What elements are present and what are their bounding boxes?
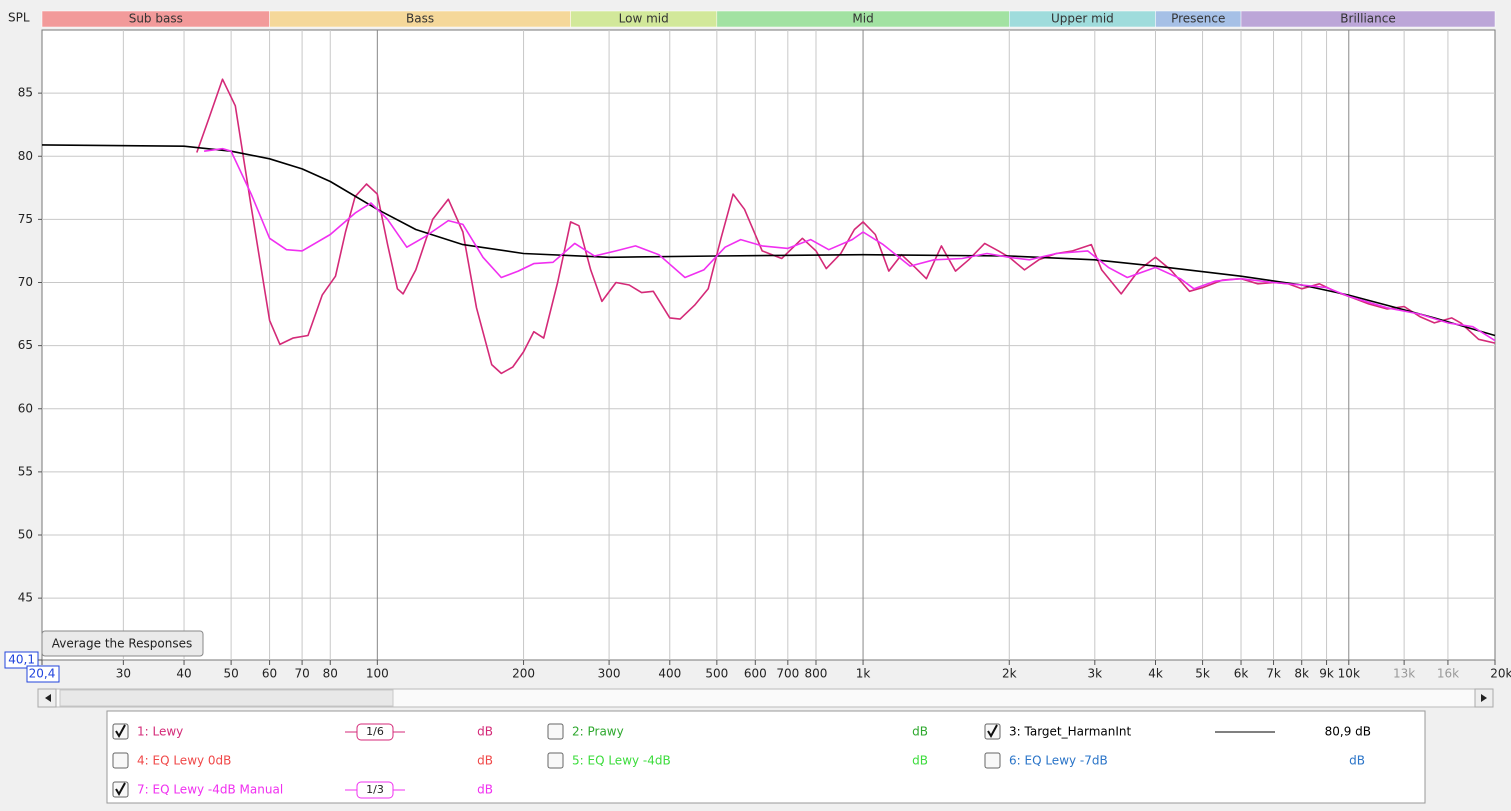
x-tick-label: 400 <box>658 667 681 681</box>
y-tick-label: 55 <box>18 464 33 478</box>
checkbox[interactable] <box>547 752 564 769</box>
y-axis-label: SPL <box>8 11 30 25</box>
scroll-thumb[interactable] <box>59 689 394 707</box>
x-tick-label: 2k <box>1002 667 1017 681</box>
legend-name: 4: EQ Lewy 0dB <box>137 754 231 768</box>
x-tick-label: 8k <box>1294 667 1309 681</box>
x-tick-label: 3k <box>1088 667 1103 681</box>
y-tick-label: 40,1 <box>8 653 35 667</box>
x-edge-box <box>26 665 60 683</box>
smoothing-badge <box>356 723 394 741</box>
x-tick-label: 20kHz <box>1490 667 1511 681</box>
response-curve <box>196 78 1496 375</box>
band <box>1240 10 1496 28</box>
band-label: Brilliance <box>1340 12 1395 26</box>
arrow-left-icon <box>45 694 51 702</box>
x-tick-label: 40 <box>176 667 191 681</box>
legend-entry[interactable]: 1: Lewy 1/6 dB <box>112 723 493 741</box>
x-tick-label: 100 <box>366 667 389 681</box>
legend-name: 1: Lewy <box>137 725 183 739</box>
y-tick-label: 70 <box>18 275 33 289</box>
legend-name: 3: Target_HarmanInt <box>1009 725 1132 739</box>
y-tick-label: 60 <box>18 401 33 415</box>
checkbox[interactable] <box>112 752 129 769</box>
x-tick-label: 20,4 <box>29 667 56 681</box>
check-mark <box>987 724 998 739</box>
smoothing-label: 1/6 <box>366 725 384 738</box>
response-curve <box>41 144 1496 337</box>
x-tick-label: 70 <box>294 667 309 681</box>
x-tick-label: 200 <box>512 667 535 681</box>
band-label: Upper mid <box>1051 12 1114 26</box>
unit-label: dB <box>477 725 493 739</box>
legend-name: 7: EQ Lewy -4dB Manual <box>137 783 283 797</box>
legend-name: 5: EQ Lewy -4dB <box>572 754 671 768</box>
y-tick-label: 65 <box>18 338 33 352</box>
x-tick-label: 50 <box>223 667 238 681</box>
band-label: Bass <box>406 12 434 26</box>
checkbox[interactable] <box>984 752 1001 769</box>
x-tick-label: 500 <box>705 667 728 681</box>
scrollbar[interactable] <box>37 688 1494 708</box>
legend-entry[interactable]: 6: EQ Lewy -7dB dB <box>984 752 1365 769</box>
button-box[interactable] <box>41 630 204 657</box>
x-tick-label: 30 <box>116 667 131 681</box>
x-tick-label: 6k <box>1234 667 1249 681</box>
grid <box>42 30 1495 660</box>
x-tick-label: 16k <box>1437 667 1459 681</box>
x-tick-label: 10k <box>1338 667 1360 681</box>
x-tick-label: 5k <box>1195 667 1210 681</box>
unit-label: dB <box>477 754 493 768</box>
x-tick-label: 700 <box>776 667 799 681</box>
unit-label: dB <box>912 754 928 768</box>
unit-label: dB <box>1349 754 1365 768</box>
legend-name: 6: EQ Lewy -7dB <box>1009 754 1108 768</box>
level-label: 80,9 dB <box>1325 725 1371 739</box>
legend-entry[interactable]: 7: EQ Lewy -4dB Manual 1/3 dB <box>112 781 493 799</box>
legend-entry[interactable]: 3: Target_HarmanInt 80,9 dB <box>984 723 1371 740</box>
x-tick-label: 800 <box>805 667 828 681</box>
plot-area <box>41 29 1496 661</box>
x-tick-label: 600 <box>744 667 767 681</box>
checkbox[interactable] <box>547 723 564 740</box>
y-tick-label: 75 <box>18 212 33 226</box>
check-mark <box>115 724 126 739</box>
x-tick-label: 4k <box>1148 667 1163 681</box>
legend-name: 2: Prawy <box>572 725 624 739</box>
band-label: Sub bass <box>129 12 183 26</box>
x-tick-label: 7k <box>1266 667 1281 681</box>
legend-panel <box>106 710 1426 804</box>
arrow-right-icon <box>1481 694 1487 702</box>
average-button[interactable]: Average the Responses <box>41 630 204 657</box>
y-tick-label: 50 <box>18 528 33 542</box>
x-tick-label: 9k <box>1319 667 1334 681</box>
unit-label: dB <box>477 783 493 797</box>
smoothing-label: 1/3 <box>366 783 384 796</box>
x-tick-label: 13k <box>1393 667 1415 681</box>
x-tick-label: 60 <box>262 667 277 681</box>
legend-entry[interactable]: 2: Prawy dB <box>547 723 928 740</box>
x-tick-label: 80 <box>323 667 338 681</box>
y-tick-label: 45 <box>18 591 33 605</box>
legend-entry[interactable]: 4: EQ Lewy 0dB dB <box>112 752 493 769</box>
x-tick-label: 300 <box>598 667 621 681</box>
band-label: Mid <box>852 12 873 26</box>
check-mark <box>115 782 126 797</box>
smoothing-badge <box>356 781 394 799</box>
y-tick-label: 80 <box>18 149 33 163</box>
legend-entry[interactable]: 5: EQ Lewy -4dB dB <box>547 752 928 769</box>
band-label: Presence <box>1171 12 1225 26</box>
band-label: Low mid <box>619 12 669 26</box>
x-tick-label: 1k <box>856 667 871 681</box>
y-tick-label: 85 <box>18 86 33 100</box>
button-label[interactable]: Average the Responses <box>52 637 192 651</box>
unit-label: dB <box>912 725 928 739</box>
response-curve <box>203 147 1496 342</box>
